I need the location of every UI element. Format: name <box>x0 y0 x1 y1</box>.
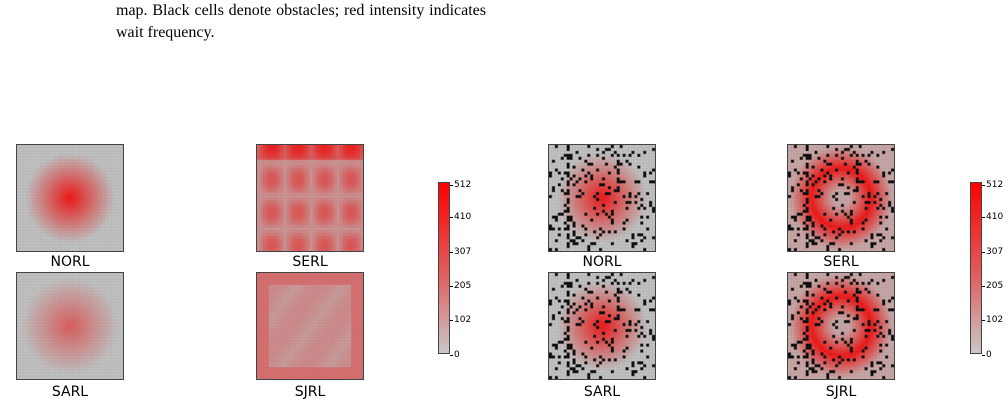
colorbar-tick: 102 <box>449 315 472 325</box>
heatmap-panel-serl-free <box>256 144 364 252</box>
panel-label: SERL <box>292 254 328 270</box>
colorbar-tick: 512 <box>449 180 472 190</box>
colorbar-tick: 410 <box>981 212 1004 222</box>
colorbar-tick: 307 <box>449 247 472 257</box>
colorbar-tick: 205 <box>981 281 1004 291</box>
colorbar-tick: 0 <box>982 350 992 360</box>
heatmap-panel-sjrl-obstacles <box>787 272 895 380</box>
heatmap-panel-sarl-obstacles <box>548 272 656 380</box>
panel-label: SARL <box>51 384 89 400</box>
heatmap-canvas <box>16 144 124 252</box>
colorbar-tick: 0 <box>450 350 460 360</box>
panel-label: NORL <box>582 254 622 270</box>
panel-label: SJRL <box>294 384 326 400</box>
figure-caption: map. Black cells denote obstacles; red i… <box>116 2 486 41</box>
panel-label: SERL <box>823 254 859 270</box>
panel-label: SJRL <box>825 384 857 400</box>
panel-label: NORL <box>50 254 90 270</box>
heatmap-panel-sarl-free <box>16 272 124 380</box>
heatmap-panel-sjrl-free <box>256 272 364 380</box>
heatmap-panel-norl-free <box>16 144 124 252</box>
heatmap-canvas <box>787 144 895 252</box>
heatmap-canvas <box>256 144 364 252</box>
colorbar <box>970 182 982 354</box>
heatmap-panel-serl-obstacles <box>787 144 895 252</box>
panel-label: SARL <box>583 384 621 400</box>
colorbar-tick: 205 <box>449 281 472 291</box>
colorbar <box>438 182 450 354</box>
heatmap-canvas <box>548 144 656 252</box>
heatmap-canvas <box>787 272 895 380</box>
heatmap-canvas <box>256 272 364 380</box>
heatmap-panel-norl-obstacles <box>548 144 656 252</box>
heatmap-canvas <box>16 272 124 380</box>
colorbar-tick: 102 <box>981 315 1004 325</box>
colorbar-tick: 512 <box>981 180 1004 190</box>
colorbar-tick: 307 <box>981 247 1004 257</box>
heatmap-canvas <box>548 272 656 380</box>
colorbar-tick: 410 <box>449 212 472 222</box>
